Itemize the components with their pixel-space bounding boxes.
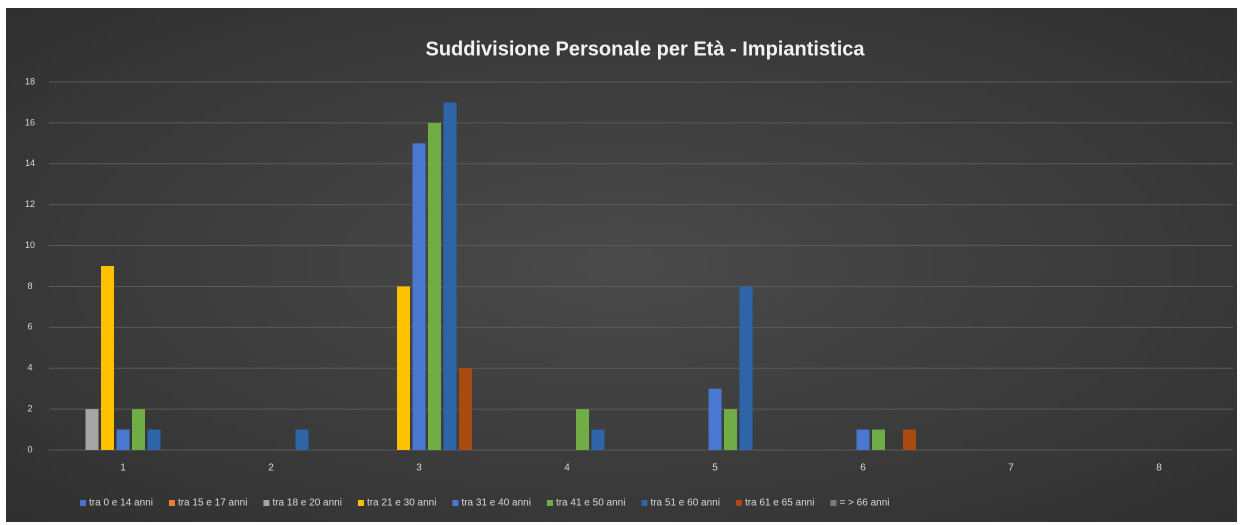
- legend-swatch: [546, 500, 553, 506]
- bar: [871, 429, 886, 450]
- legend-swatch: [357, 500, 364, 506]
- y-tick-label: 12: [25, 199, 35, 209]
- legend-swatch: [263, 500, 270, 506]
- bar: [902, 429, 917, 450]
- bar: [708, 388, 722, 450]
- bar: [723, 409, 738, 450]
- legend-label: = > 66 anni: [839, 498, 889, 509]
- bar: [458, 368, 473, 450]
- legend-swatch: [735, 500, 742, 506]
- chart-background: [6, 8, 1237, 522]
- bar: [116, 429, 130, 450]
- bar: [100, 266, 115, 450]
- y-tick-label: 8: [27, 281, 32, 291]
- y-tick-label: 14: [25, 158, 35, 168]
- legend-label: tra 51 e 60 anni: [650, 498, 720, 509]
- bar: [739, 286, 753, 450]
- bar: [443, 102, 457, 450]
- x-tick-label: 7: [1008, 463, 1014, 474]
- bar: [856, 429, 870, 450]
- legend-swatch: [830, 500, 837, 506]
- chart-title: Suddivisione Personale per Età - Impiant…: [425, 38, 865, 60]
- y-tick-label: 18: [25, 76, 35, 86]
- y-tick-label: 4: [27, 363, 32, 373]
- x-tick-label: 1: [120, 463, 126, 474]
- x-tick-label: 2: [268, 463, 274, 474]
- bar: [427, 122, 442, 450]
- x-tick-label: 3: [416, 463, 422, 474]
- bar: [396, 286, 411, 450]
- x-tick-label: 6: [860, 463, 866, 474]
- bar: [85, 409, 99, 450]
- legend-label: tra 15 e 17 anni: [178, 498, 248, 509]
- x-tick-label: 5: [712, 463, 718, 474]
- legend-swatch: [80, 500, 86, 506]
- y-tick-label: 10: [25, 240, 35, 250]
- bar: [131, 409, 146, 450]
- bar: [591, 429, 605, 450]
- legend-label: tra 21 e 30 anni: [367, 498, 437, 509]
- y-tick-label: 2: [27, 403, 32, 413]
- legend-label: tra 61 e 65 anni: [745, 498, 815, 509]
- legend-label: tra 31 e 40 anni: [461, 498, 531, 509]
- legend-swatch: [168, 500, 175, 506]
- legend-swatch: [452, 500, 459, 506]
- bar: [295, 429, 309, 450]
- y-tick-label: 6: [27, 322, 32, 332]
- legend-label: tra 18 e 20 anni: [272, 498, 342, 509]
- x-tick-label: 4: [564, 463, 570, 474]
- y-tick-label: 0: [27, 444, 32, 454]
- bar: [412, 143, 426, 451]
- bar: [147, 429, 161, 450]
- x-tick-label: 8: [1156, 463, 1162, 474]
- y-tick-label: 16: [25, 117, 35, 127]
- legend-swatch: [641, 500, 648, 506]
- bar: [575, 409, 590, 450]
- legend-label: tra 0 e 14 anni: [89, 498, 153, 509]
- legend-label: tra 41 e 50 anni: [556, 498, 626, 509]
